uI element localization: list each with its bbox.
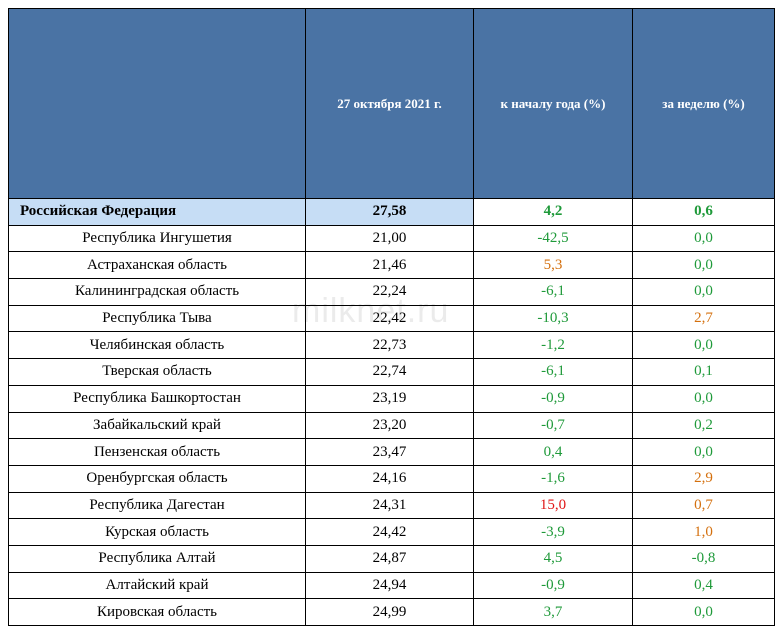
ytd-change: -3,9 bbox=[473, 518, 633, 546]
table-row: Республика Алтай 24,87 4,5 -0,8 bbox=[8, 544, 775, 573]
week-change: 1,0 bbox=[632, 518, 775, 546]
table-row: Алтайский край 24,94 -0,9 0,4 bbox=[8, 571, 775, 600]
table-row: Забайкальский край 23,20 -0,7 0,2 bbox=[8, 411, 775, 440]
week-change: 0,0 bbox=[632, 598, 775, 626]
week-change: 0,0 bbox=[632, 251, 775, 280]
price-value: 24,99 bbox=[305, 598, 474, 626]
week-change: 2,7 bbox=[632, 304, 775, 333]
week-change: 0,0 bbox=[632, 331, 775, 360]
price-value: 21,00 bbox=[305, 224, 474, 253]
region-name: Челябинская область bbox=[8, 331, 306, 360]
table-row: Республика Дагестан 24,31 15,0 0,7 bbox=[8, 491, 775, 520]
price-table-container: 27 октября 2021 г. к началу года (%) за … bbox=[8, 8, 775, 626]
ytd-change: -6,1 bbox=[473, 278, 633, 306]
header-change-week: за неделю (%) bbox=[632, 8, 775, 199]
table-row: Кировская область 24,99 3,7 0,0 bbox=[8, 598, 775, 626]
ytd-change: 5,3 bbox=[473, 251, 633, 280]
region-name: Калининградская область bbox=[8, 278, 306, 306]
price-value: 24,87 bbox=[305, 544, 474, 573]
summary-price: 27,58 bbox=[305, 198, 474, 226]
ytd-change: -1,2 bbox=[473, 331, 633, 360]
ytd-change: -0,9 bbox=[473, 384, 633, 413]
week-change: -0,8 bbox=[632, 544, 775, 573]
region-name: Республика Ингушетия bbox=[8, 224, 306, 253]
region-name: Республика Алтай bbox=[8, 544, 306, 573]
region-name: Республика Дагестан bbox=[8, 491, 306, 520]
ytd-change: 15,0 bbox=[473, 491, 633, 520]
regional-price-table: 27 октября 2021 г. к началу года (%) за … bbox=[8, 8, 775, 626]
summary-region: Российская Федерация bbox=[8, 198, 306, 226]
week-change: 0,4 bbox=[632, 571, 775, 600]
week-change: 0,7 bbox=[632, 491, 775, 520]
ytd-change: -0,7 bbox=[473, 411, 633, 440]
week-change: 0,0 bbox=[632, 438, 775, 466]
price-value: 24,94 bbox=[305, 571, 474, 600]
table-row: Астраханская область 21,46 5,3 0,0 bbox=[8, 251, 775, 280]
region-name: Астраханская область bbox=[8, 251, 306, 280]
price-value: 22,24 bbox=[305, 278, 474, 306]
ytd-change: -0,9 bbox=[473, 571, 633, 600]
summary-ytd-change: 4,2 bbox=[473, 198, 633, 226]
week-change: 0,0 bbox=[632, 278, 775, 306]
region-name: Кировская область bbox=[8, 598, 306, 626]
table-row: Челябинская область 22,73 -1,2 0,0 bbox=[8, 331, 775, 360]
table-row: Оренбургская область 24,16 -1,6 2,9 bbox=[8, 464, 775, 493]
region-name: Пензенская область bbox=[8, 438, 306, 466]
table-header-row: 27 октября 2021 г. к началу года (%) за … bbox=[8, 8, 775, 199]
ytd-change: -6,1 bbox=[473, 358, 633, 386]
header-change-ytd: к началу года (%) bbox=[473, 8, 633, 199]
price-value: 23,47 bbox=[305, 438, 474, 466]
table-row: Республика Тыва 22,42 -10,3 2,7 bbox=[8, 304, 775, 333]
region-name: Республика Тыва bbox=[8, 304, 306, 333]
table-row: Курская область 24,42 -3,9 1,0 bbox=[8, 518, 775, 546]
ytd-change: 0,4 bbox=[473, 438, 633, 466]
price-value: 23,20 bbox=[305, 411, 474, 440]
table-row: Калининградская область 22,24 -6,1 0,0 bbox=[8, 278, 775, 306]
ytd-change: 3,7 bbox=[473, 598, 633, 626]
table-row: Республика Башкортостан 23,19 -0,9 0,0 bbox=[8, 384, 775, 413]
week-change: 0,0 bbox=[632, 384, 775, 413]
price-value: 24,16 bbox=[305, 464, 474, 493]
price-value: 23,19 bbox=[305, 384, 474, 413]
table-row: Тверская область 22,74 -6,1 0,1 bbox=[8, 358, 775, 386]
region-name: Алтайский край bbox=[8, 571, 306, 600]
week-change: 0,0 bbox=[632, 224, 775, 253]
table-row: Пензенская область 23,47 0,4 0,0 bbox=[8, 438, 775, 466]
summary-row: Российская Федерация 27,58 4,2 0,6 bbox=[8, 198, 775, 226]
price-value: 24,42 bbox=[305, 518, 474, 546]
ytd-change: 4,5 bbox=[473, 544, 633, 573]
header-region bbox=[8, 8, 306, 199]
region-name: Оренбургская область bbox=[8, 464, 306, 493]
price-value: 24,31 bbox=[305, 491, 474, 520]
table-row: Республика Ингушетия 21,00 -42,5 0,0 bbox=[8, 224, 775, 253]
week-change: 0,1 bbox=[632, 358, 775, 386]
region-name: Республика Башкортостан bbox=[8, 384, 306, 413]
price-value: 22,73 bbox=[305, 331, 474, 360]
price-value: 22,42 bbox=[305, 304, 474, 333]
ytd-change: -10,3 bbox=[473, 304, 633, 333]
region-name: Курская область bbox=[8, 518, 306, 546]
summary-week-change: 0,6 bbox=[632, 198, 775, 226]
header-date-price: 27 октября 2021 г. bbox=[305, 8, 474, 199]
ytd-change: -1,6 bbox=[473, 464, 633, 493]
region-name: Тверская область bbox=[8, 358, 306, 386]
week-change: 0,2 bbox=[632, 411, 775, 440]
week-change: 2,9 bbox=[632, 464, 775, 493]
price-value: 22,74 bbox=[305, 358, 474, 386]
ytd-change: -42,5 bbox=[473, 224, 633, 253]
region-name: Забайкальский край bbox=[8, 411, 306, 440]
price-value: 21,46 bbox=[305, 251, 474, 280]
